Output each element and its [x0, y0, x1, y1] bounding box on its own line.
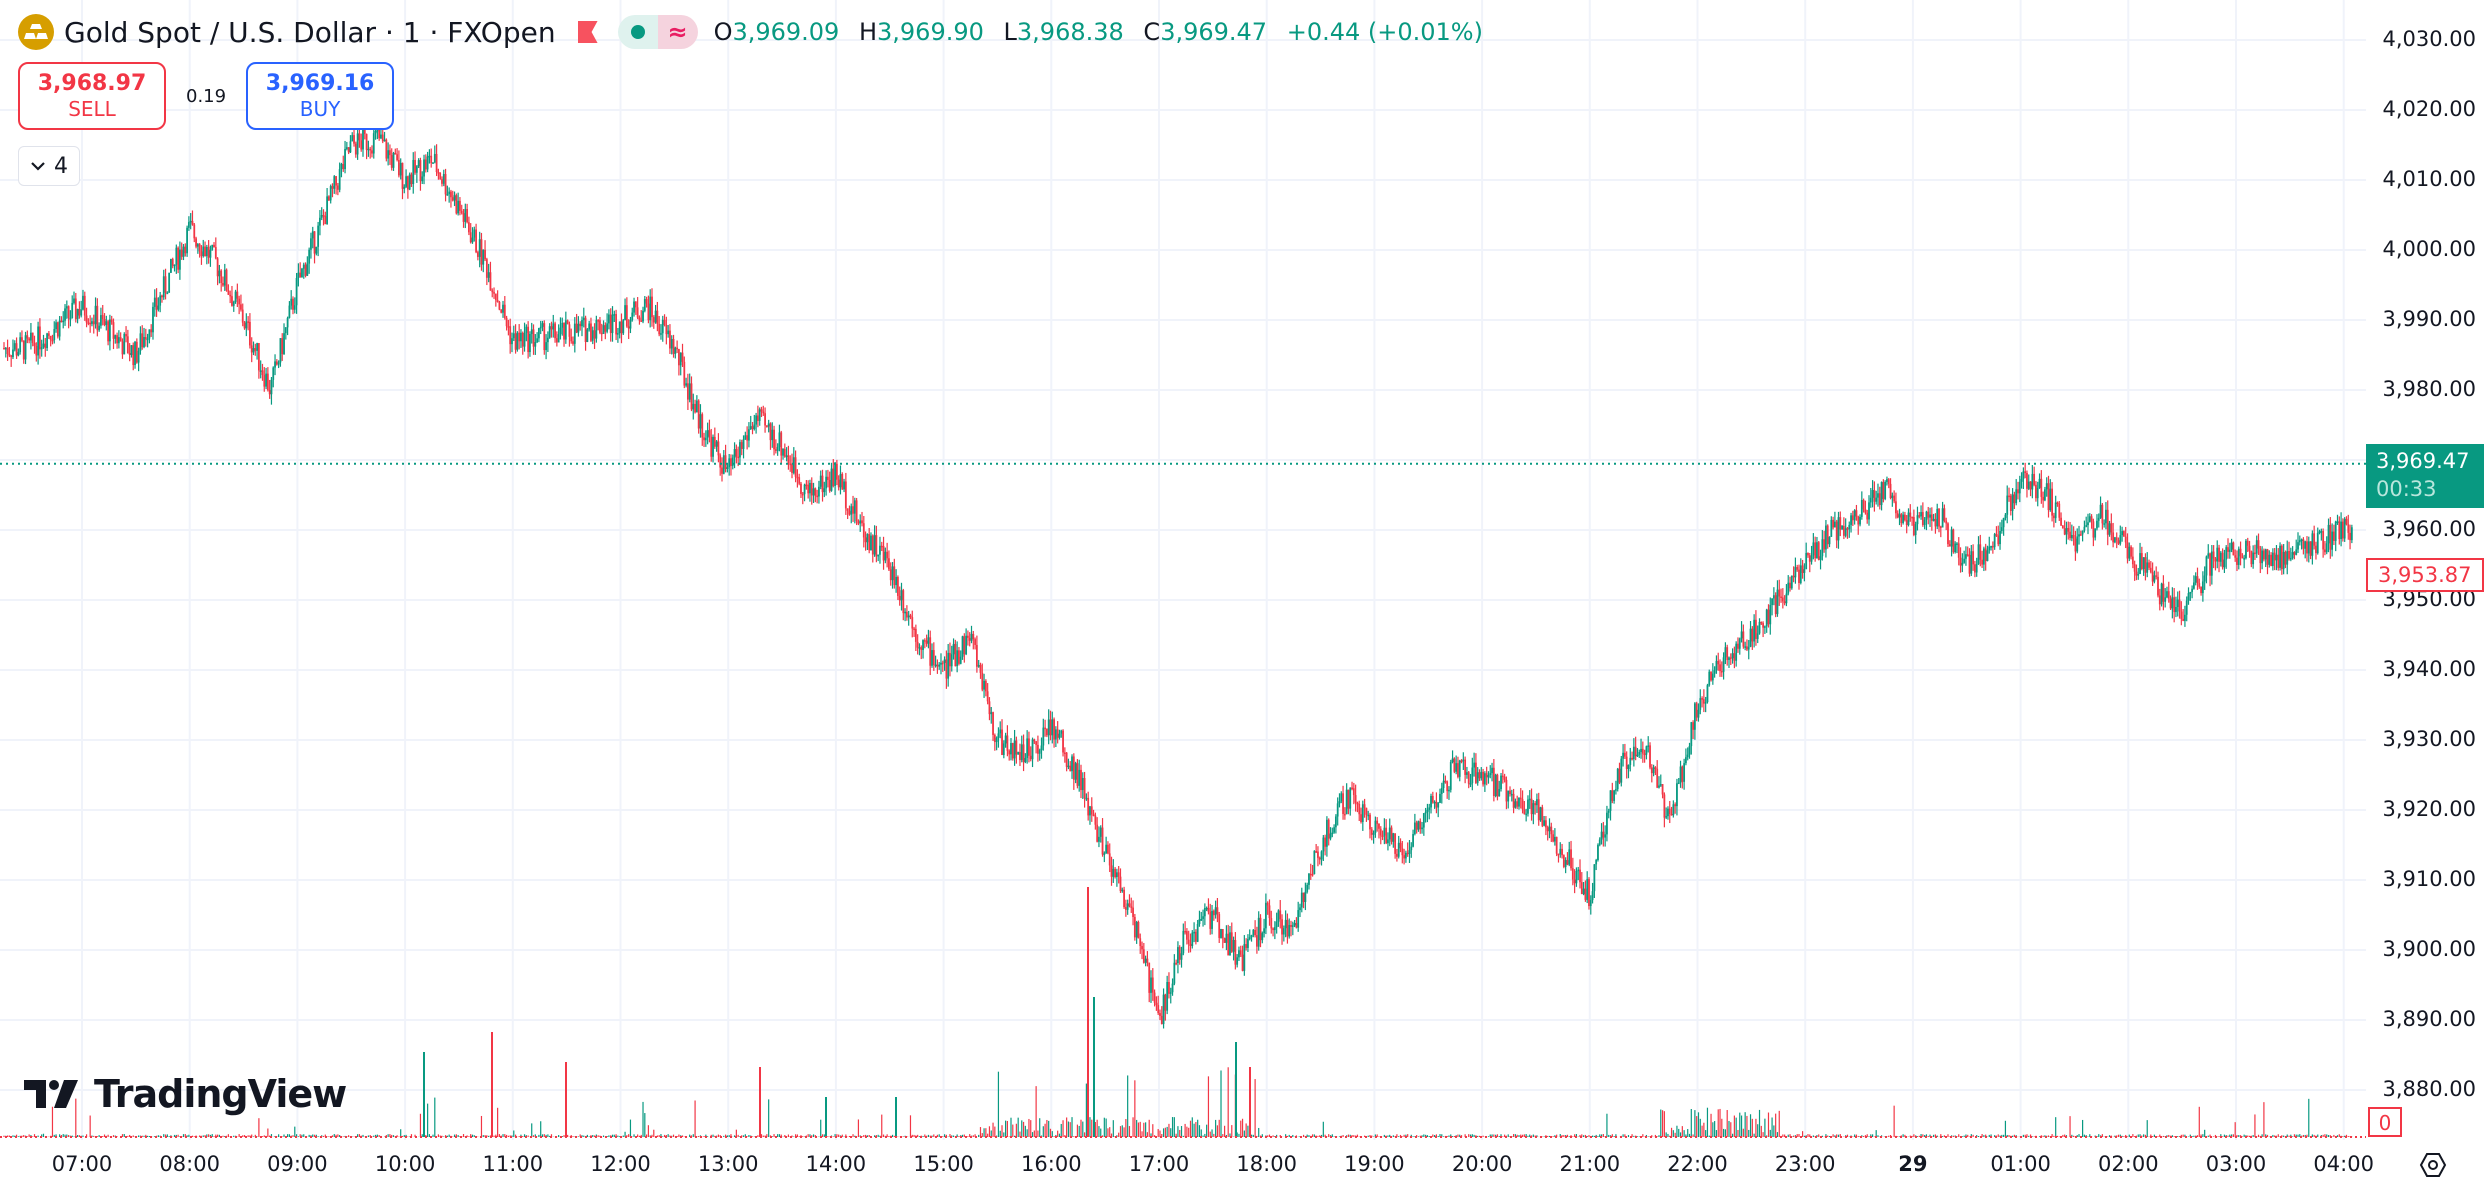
candles	[3, 120, 2353, 1029]
indicators-toggle-button[interactable]: 4	[18, 146, 80, 186]
price-axis-label: 3,890.00	[2382, 1007, 2476, 1031]
grid-lines	[0, 0, 2366, 1140]
flag-icon[interactable]	[577, 21, 598, 43]
chevron-down-icon	[31, 162, 45, 171]
price-axis-label: 4,000.00	[2382, 237, 2476, 261]
volume-value-tag: 0	[2368, 1107, 2402, 1137]
change-value: +0.44 (+0.01%)	[1286, 18, 1483, 46]
close-value: 3,969.47	[1160, 18, 1268, 46]
time-axis-label: 23:00	[1774, 1152, 1836, 1176]
logo-text: TradingView	[94, 1072, 347, 1116]
price-axis-label: 3,930.00	[2382, 727, 2476, 751]
time-axis-label: 11:00	[482, 1152, 544, 1176]
time-axis-label: 03:00	[2205, 1152, 2267, 1176]
sell-price: 3,968.97	[37, 71, 147, 96]
time-axis-label: 08:00	[159, 1152, 220, 1176]
time-axis-label: 16:00	[1021, 1152, 1082, 1176]
tradingview-logo-icon	[24, 1080, 78, 1108]
sell-label: SELL	[68, 97, 116, 121]
time-axis-label: 04:00	[2313, 1152, 2374, 1176]
time-axis-label: 01:00	[1990, 1152, 2051, 1176]
spread-value: 0.19	[186, 85, 227, 107]
price-axis-label: 4,020.00	[2382, 97, 2476, 121]
time-axis-label: 20:00	[1451, 1152, 1513, 1176]
ohlc-values: O3,969.09 H3,969.90 L3,968.38 C3,969.47 …	[714, 18, 1483, 46]
time-axis-label: 15:00	[913, 1152, 974, 1176]
low-value: 3,968.38	[1016, 18, 1124, 46]
axis-settings-button[interactable]	[2418, 1150, 2448, 1180]
indicators-count: 4	[54, 153, 68, 179]
last-price-value: 3,969.47	[2376, 449, 2470, 473]
gold-bars-icon[interactable]	[18, 14, 54, 50]
time-axis-label: 13:00	[697, 1152, 759, 1176]
bid-price-tag: 3,953.87	[2366, 558, 2484, 592]
price-axis-label: 3,900.00	[2382, 937, 2476, 961]
price-axis-label: 3,880.00	[2382, 1077, 2476, 1101]
high-value: 3,969.90	[877, 18, 984, 46]
time-axis-label: 14:00	[805, 1152, 867, 1176]
price-axis-label: 3,990.00	[2382, 307, 2476, 331]
open-label: O	[713, 18, 733, 46]
price-axis-label: 3,920.00	[2382, 797, 2476, 821]
approx-icon: ≈	[657, 15, 698, 49]
buy-price: 3,969.16	[265, 71, 375, 96]
symbol-legend: Gold Spot / U.S. Dollar · 1 · FXOpen ≈ O…	[18, 12, 1483, 52]
price-axis-label: 4,010.00	[2382, 167, 2476, 191]
low-label: L	[1003, 18, 1017, 46]
volume-bars	[3, 887, 2353, 1137]
time-axis-label: 10:00	[374, 1152, 436, 1176]
time-axis-label: 18:00	[1236, 1152, 1297, 1176]
price-axis-label: 3,960.00	[2382, 517, 2476, 541]
price-axis-label: 3,980.00	[2382, 377, 2476, 401]
market-status-pill[interactable]: ≈	[617, 15, 698, 49]
buy-label: BUY	[299, 97, 341, 121]
open-value: 3,969.09	[732, 18, 840, 46]
symbol-title[interactable]: Gold Spot / U.S. Dollar · 1 · FXOpen	[64, 15, 556, 49]
time-axis-label: 29	[1898, 1152, 1928, 1176]
bar-countdown: 00:33	[2376, 477, 2437, 501]
price-axis-label: 3,910.00	[2382, 867, 2476, 891]
time-axis-label: 17:00	[1128, 1152, 1190, 1176]
time-axis-label: 21:00	[1559, 1152, 1621, 1176]
trade-buttons: 3,968.97 SELL 0.19 3,969.16 BUY	[18, 62, 395, 130]
last-price-tag: 3,969.47 00:33	[2366, 444, 2484, 508]
sell-button[interactable]: 3,968.97 SELL	[18, 62, 166, 130]
time-axis-label: 07:00	[51, 1152, 113, 1176]
time-axis-label: 12:00	[590, 1152, 651, 1176]
close-label: C	[1143, 18, 1161, 46]
market-open-icon	[617, 15, 658, 49]
time-axis-label: 19:00	[1344, 1152, 1405, 1176]
time-axis-label: 09:00	[267, 1152, 328, 1176]
tradingview-logo[interactable]: TradingView	[24, 1072, 347, 1116]
buy-button[interactable]: 3,969.16 BUY	[246, 62, 395, 130]
price-axis-label: 4,030.00	[2382, 27, 2476, 51]
settings-hexagon-icon	[2419, 1153, 2447, 1177]
price-axis-label: 3,940.00	[2382, 657, 2476, 681]
time-axis-label: 22:00	[1667, 1152, 1728, 1176]
high-label: H	[858, 18, 878, 46]
time-axis-label: 02:00	[2098, 1152, 2159, 1176]
